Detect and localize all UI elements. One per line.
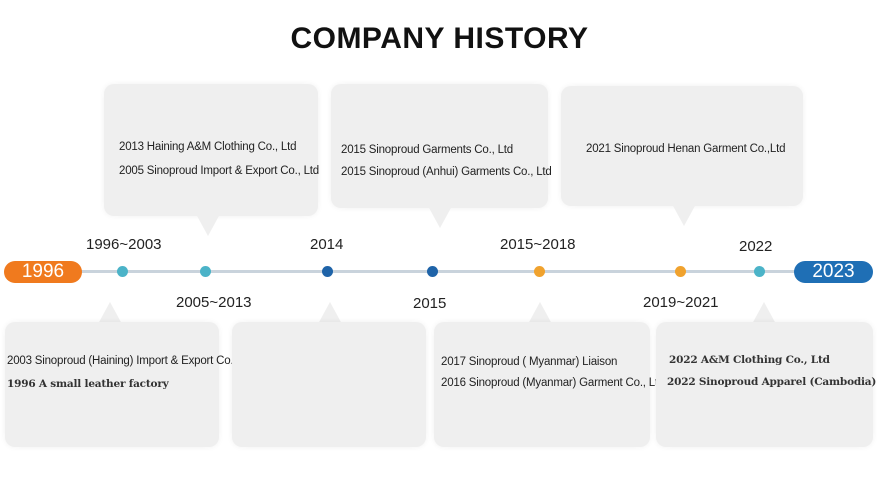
- callout-top-3-line-1: 2021 Sinoproud Henan Garment Co.,Ltd: [586, 143, 786, 155]
- timeline-start-year: 1996: [4, 261, 82, 283]
- callout-bottom-1: [5, 322, 219, 447]
- callout-bottom-2: [232, 322, 426, 447]
- callout-bottom-4-pointer: [752, 302, 776, 324]
- callout-bottom-4: [656, 322, 873, 447]
- timeline-dot-1996-2003: [117, 266, 128, 277]
- milestone-label-2022: 2022: [739, 238, 773, 255]
- milestone-label-2015-2018: 2015~2018: [500, 236, 576, 253]
- callout-bottom-3: [434, 322, 650, 447]
- callout-bottom-4-line-2: 2022 Sinoproud Apparel (Cambodia) Co.,Lt…: [667, 376, 879, 388]
- timeline-dot-2014: [322, 266, 333, 277]
- timeline-dot-2015-2018: [534, 266, 545, 277]
- callout-bottom-1-pointer: [98, 302, 122, 324]
- milestone-label-2005-2013: 2005~2013: [176, 294, 252, 311]
- milestone-label-2014: 2014: [310, 236, 344, 253]
- callout-top-3-pointer: [672, 204, 696, 226]
- timeline-end-year: 2023: [794, 261, 873, 283]
- callout-bottom-3-pointer: [528, 302, 552, 324]
- callout-bottom-2-pointer: [318, 302, 342, 324]
- callout-top-2-line-1: 2015 Sinoproud Garments Co., Ltd: [341, 144, 513, 156]
- callout-top-2-pointer: [428, 206, 452, 228]
- callout-top-2-line-2: 2015 Sinoproud (Anhui) Garments Co., Ltd: [341, 166, 552, 178]
- callout-top-1: [104, 84, 318, 216]
- milestone-label-2019-2021: 2019~2021: [643, 294, 719, 311]
- callout-bottom-4-line-1: 2022 A&M Clothing Co., Ltd: [669, 354, 830, 366]
- callout-bottom-1-line-1: 2003 Sinoproud (Haining) Import & Export…: [7, 355, 255, 367]
- callout-top-3: [561, 86, 803, 206]
- callout-top-1-pointer: [196, 214, 220, 236]
- timeline-dot-2005-2013: [200, 266, 211, 277]
- milestone-label-2015: 2015: [413, 295, 447, 312]
- callout-bottom-1-line-2: 1996 A small leather factory: [7, 378, 169, 390]
- milestone-label-1996-2003: 1996~2003: [86, 236, 162, 253]
- timeline-dot-2022: [754, 266, 765, 277]
- page-title: COMPANY HISTORY: [290, 22, 589, 55]
- timeline-dot-2015: [427, 266, 438, 277]
- callout-bottom-3-line-1: 2017 Sinoproud ( Myanmar) Liaison: [441, 356, 618, 368]
- callout-top-1-line-1: 2013 Haining A&M Clothing Co., Ltd: [119, 141, 297, 153]
- timeline-dot-2019-2021: [675, 266, 686, 277]
- callout-bottom-3-line-2: 2016 Sinoproud (Myanmar) Garment Co., Lt…: [441, 377, 665, 389]
- callout-top-1-line-2: 2005 Sinoproud Import & Export Co., Ltd: [119, 165, 319, 177]
- callout-top-2: [331, 84, 548, 208]
